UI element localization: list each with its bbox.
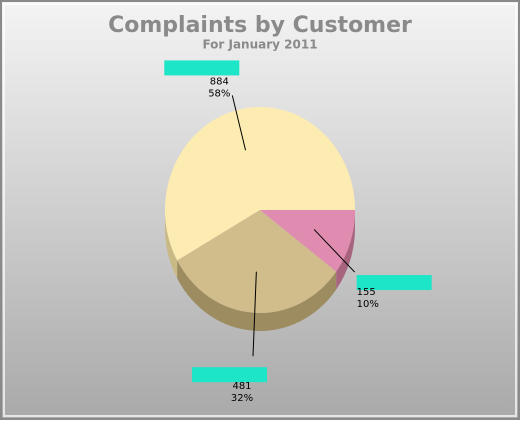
share-label: 32% <box>231 393 253 404</box>
chart-title: Complaints by Customer <box>108 13 412 38</box>
leader-line <box>313 229 356 273</box>
inner-border <box>3 3 517 417</box>
slice <box>260 210 355 272</box>
slice-side <box>336 210 355 290</box>
slice <box>165 106 355 261</box>
label-box <box>356 275 432 291</box>
slice-side <box>177 260 337 331</box>
leader-line <box>252 271 257 357</box>
value-label: 884 <box>210 76 229 87</box>
leader-line <box>231 95 247 151</box>
chart-subtitle: For January 2011 <box>202 38 317 52</box>
label-box <box>164 60 240 76</box>
value-label: 481 <box>232 381 251 392</box>
share-label: 58% <box>208 88 230 99</box>
value-label: 155 <box>357 287 376 298</box>
slice-side <box>165 210 178 279</box>
share-label: 10% <box>357 299 379 310</box>
slice <box>177 210 337 313</box>
label-box <box>192 367 268 383</box>
